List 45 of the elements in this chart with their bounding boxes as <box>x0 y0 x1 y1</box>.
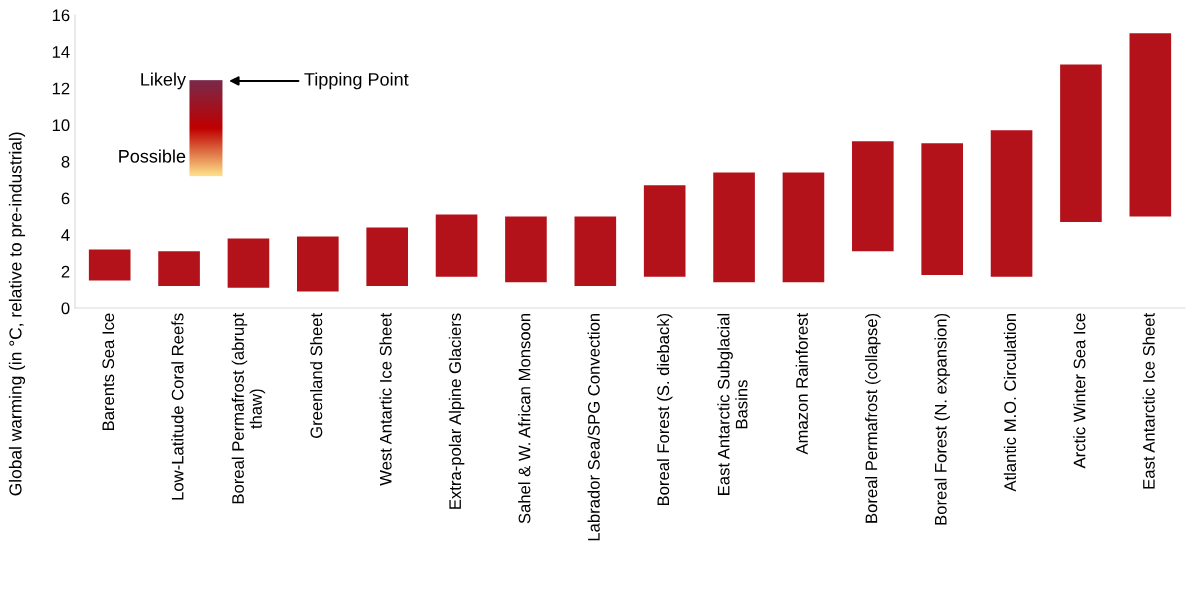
bar <box>227 238 270 288</box>
x-tick-label: Extra-polar Alpine Glaciers <box>448 313 465 509</box>
annotation: Tipping Point <box>304 72 409 90</box>
bar <box>1060 64 1102 222</box>
bar <box>852 141 894 252</box>
x-tick-label: East Antarctic Ice Sheet <box>1142 312 1155 489</box>
y-tick-label: 4 <box>61 229 70 241</box>
y-tick-label: 16 <box>52 9 70 22</box>
y-tick-label: 12 <box>52 82 70 95</box>
bar <box>88 249 131 281</box>
x-tick-label: Atlantic M.O. Circulation <box>1003 313 1017 492</box>
x-tick-label: West Antartic Ice Sheet <box>379 312 392 486</box>
y-tick-label: 2 <box>61 265 70 278</box>
x-tick-label: Barents Sea Ice <box>102 313 115 431</box>
y-tick-label: 14 <box>52 46 70 58</box>
y-axis-title: Global warming (in °C, relative to pre-industrial) <box>8 132 26 496</box>
x-tick-label: Sahel & W. African Monsoon <box>518 313 531 524</box>
bar <box>574 216 617 287</box>
x-tick-label: Labrador Sea/SPG Convection <box>587 313 600 541</box>
bar <box>782 172 825 283</box>
bar <box>297 236 339 292</box>
x-tick-label: Boreal Permafrost (abrupt thaw) <box>231 312 266 504</box>
x-tick-label: Boreal Forest (N. expansion) <box>934 313 950 525</box>
bar <box>921 143 963 276</box>
x-tick-label: Greenland Sheet <box>310 312 323 439</box>
bar <box>505 216 547 283</box>
y-tick-label: 6 <box>61 192 70 205</box>
bar <box>643 185 686 277</box>
bar <box>366 227 408 287</box>
x-tick-label: Boreal Forest (S. dieback) <box>656 313 673 506</box>
bar <box>1129 33 1172 217</box>
bar <box>158 251 200 287</box>
x-tick-label: Amazon Rainforest <box>795 312 808 455</box>
y-tick-label: 0 <box>61 302 70 315</box>
bar <box>713 172 755 283</box>
x-tick-label: Arctic Winter Sea Ice <box>1073 313 1086 469</box>
bar <box>990 130 1033 277</box>
x-tick-label: East Antarctic Subglacial Basins <box>717 313 748 495</box>
y-tick-label: 8 <box>61 155 70 168</box>
bar <box>435 214 478 277</box>
annotation: Possible <box>119 149 186 163</box>
annotation: Likely <box>141 72 186 90</box>
y-tick-label: 10 <box>52 119 70 132</box>
x-tick-label: Boreal Permafrost (collapse) <box>865 313 881 523</box>
x-tick-label: Low-Latitude Coral Reefs <box>171 313 184 500</box>
